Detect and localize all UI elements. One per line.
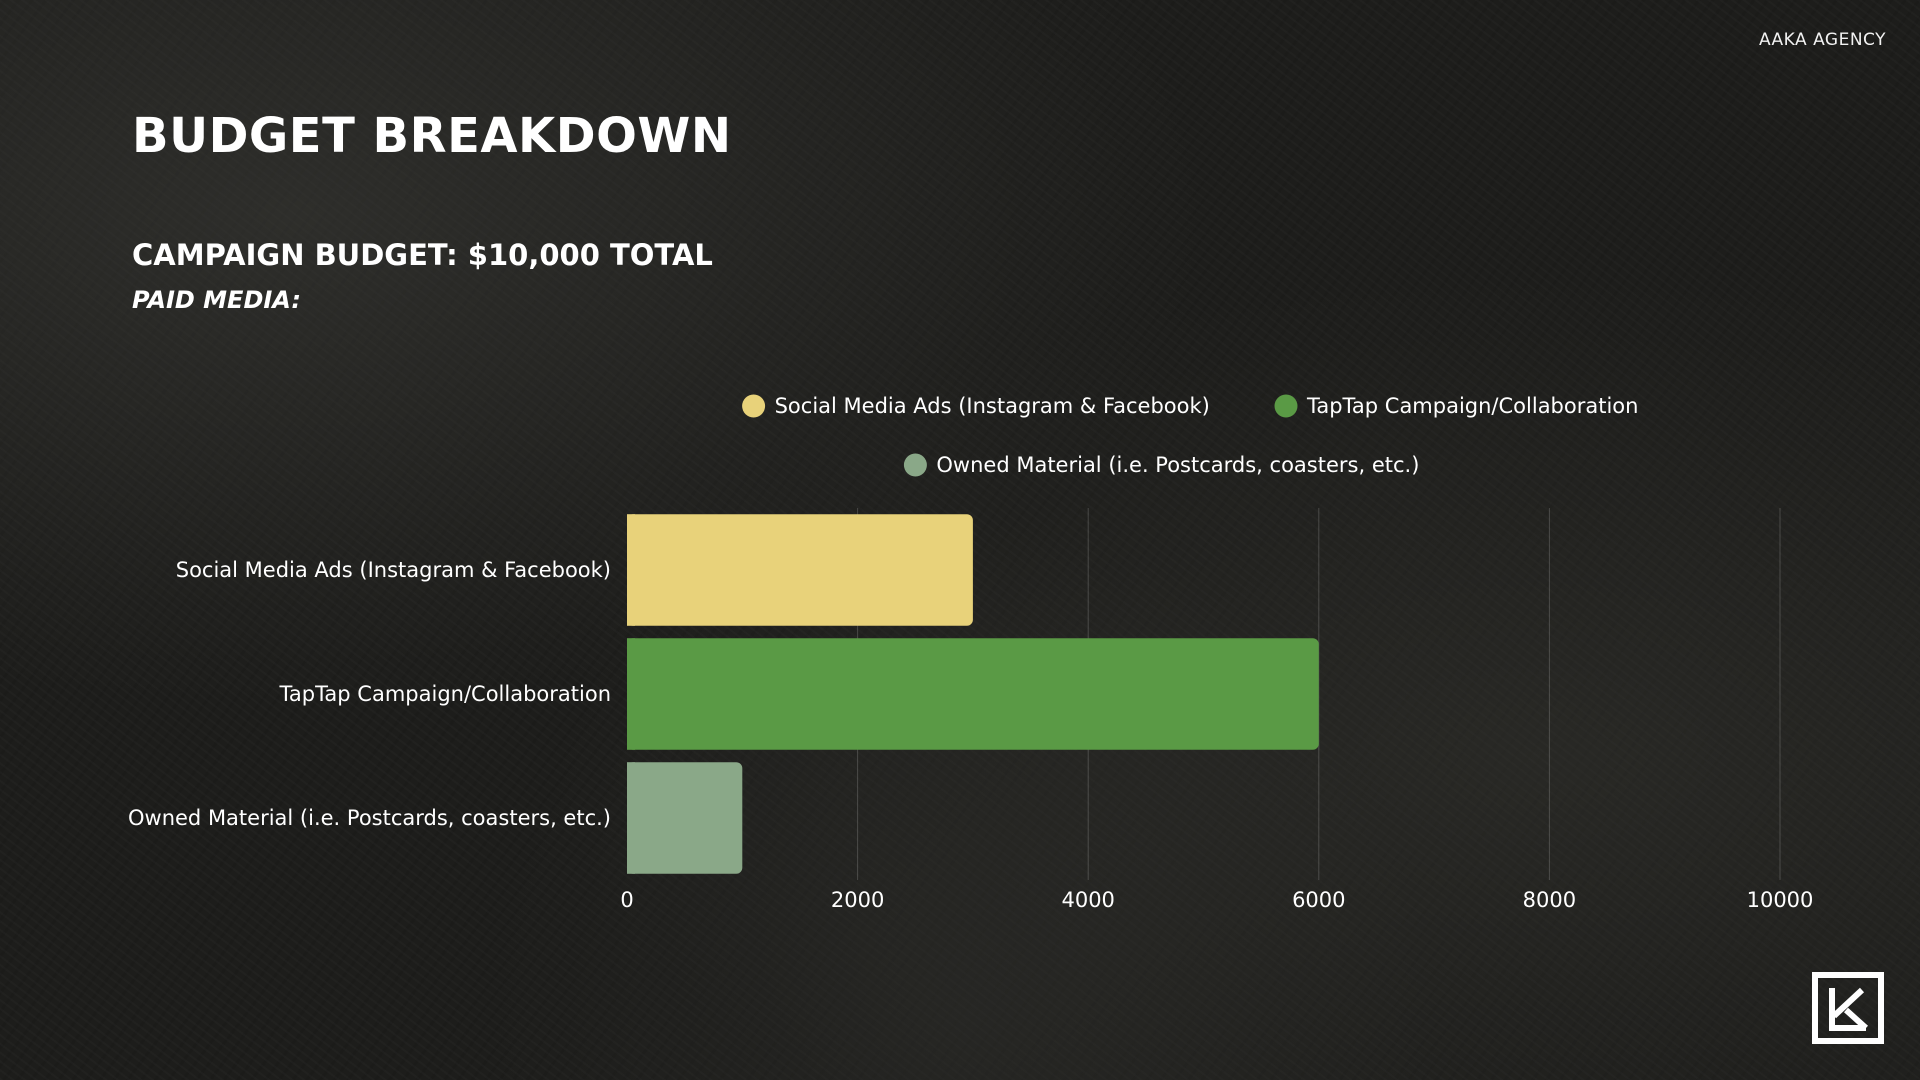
bar-left-edge	[627, 514, 635, 626]
category-label: Social Media Ads (Instagram & Facebook)	[176, 558, 611, 582]
bar	[627, 514, 973, 626]
x-tick-label: 4000	[1061, 888, 1114, 912]
legend-swatch	[742, 394, 766, 418]
legend-swatch	[1274, 394, 1298, 418]
bar	[627, 762, 743, 874]
bar	[627, 638, 1319, 750]
x-tick-label: 0	[620, 888, 633, 912]
category-label: Owned Material (i.e. Postcards, coasters…	[128, 806, 611, 830]
legend-label: Owned Material (i.e. Postcards, coasters…	[936, 453, 1419, 477]
x-tick-label: 8000	[1523, 888, 1576, 912]
page-title: BUDGET BREAKDOWN	[132, 108, 732, 164]
paid-media-heading: PAID MEDIA:	[132, 286, 301, 314]
legend-label: Social Media Ads (Instagram & Facebook)	[775, 394, 1210, 418]
x-tick-label: 10000	[1747, 888, 1814, 912]
agency-logo-icon	[1812, 972, 1884, 1044]
category-label: TapTap Campaign/Collaboration	[279, 682, 611, 706]
legend-label: TapTap Campaign/Collaboration	[1306, 394, 1638, 418]
campaign-budget-heading: CAMPAIGN BUDGET: $10,000 TOTAL	[132, 238, 713, 272]
x-tick-label: 6000	[1292, 888, 1345, 912]
legend-swatch	[903, 453, 927, 477]
agency-name: AAKA AGENCY	[1758, 30, 1886, 50]
x-tick-label: 2000	[831, 888, 884, 912]
bar-left-edge	[627, 638, 635, 750]
bar-left-edge	[627, 762, 635, 874]
